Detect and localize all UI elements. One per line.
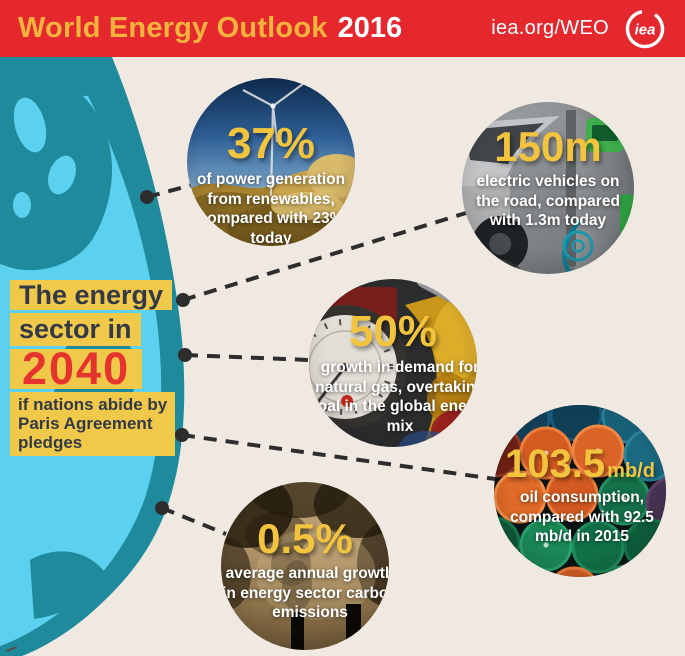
stat-circle-emissions: 0.5% average annual growth in energy sec… (221, 482, 389, 650)
stat-value-renewables: 37% (226, 119, 316, 168)
iea-logo-text: iea (635, 21, 656, 38)
stat-desc-electric-vehicles: electric vehicles on the road, compared … (476, 173, 620, 230)
iea-logo-icon: iea (625, 9, 665, 48)
globe-island (47, 155, 77, 195)
stat-circle-oil: 103.5 mb/d oil consumption, compared with… (494, 405, 666, 577)
stat-circle-electric-vehicles: 150m electric vehicles on the road, comp… (462, 102, 634, 274)
globe-island (13, 97, 47, 153)
stat-desc-oil: oil consumption, compared with 92.5 mb/d… (510, 489, 654, 546)
stat-circle-natural-gas: 50% growth in demand for natural gas, ov… (309, 279, 477, 447)
intro-note: if nations abide by Paris Agreement pled… (10, 392, 176, 456)
stat-desc-emissions: average annual growth in energy sector c… (222, 565, 389, 622)
website-link[interactable]: iea.org/WEO (491, 17, 609, 39)
intro-note-line: pledges (18, 433, 83, 452)
globe-island (13, 192, 31, 218)
intro-year: 2040 (10, 346, 143, 391)
header-bar: World Energy Outlook 2016 iea.org/WEO ie… (0, 0, 685, 57)
globe-continent-lower (30, 551, 106, 619)
intro-line-2: sector in (10, 313, 141, 346)
intro-note-line: if nations abide by (18, 395, 168, 414)
stat-value-electric-vehicles: 150m (494, 123, 602, 170)
stat-value-natural-gas: 50% (348, 307, 438, 356)
stat-value-oil: 103.5 mb/d (505, 442, 655, 486)
stat-value-emissions: 0.5% (257, 515, 353, 562)
stat-circle-renewables: 37% of power generation from renewables,… (187, 78, 355, 246)
stat-desc-natural-gas: growth in demand for natural gas, overta… (309, 359, 477, 435)
stat-desc-renewables: of power generation from renewables, com… (196, 171, 346, 246)
intro-line-1: The energy (10, 280, 173, 310)
intro-note-line: Paris Agreement (18, 414, 153, 433)
stat-unit-oil: mb/d (607, 460, 655, 482)
page-title-year: 2016 (337, 12, 403, 44)
charging-symbol-icon (562, 230, 594, 262)
page-title: World Energy Outlook (18, 12, 328, 44)
